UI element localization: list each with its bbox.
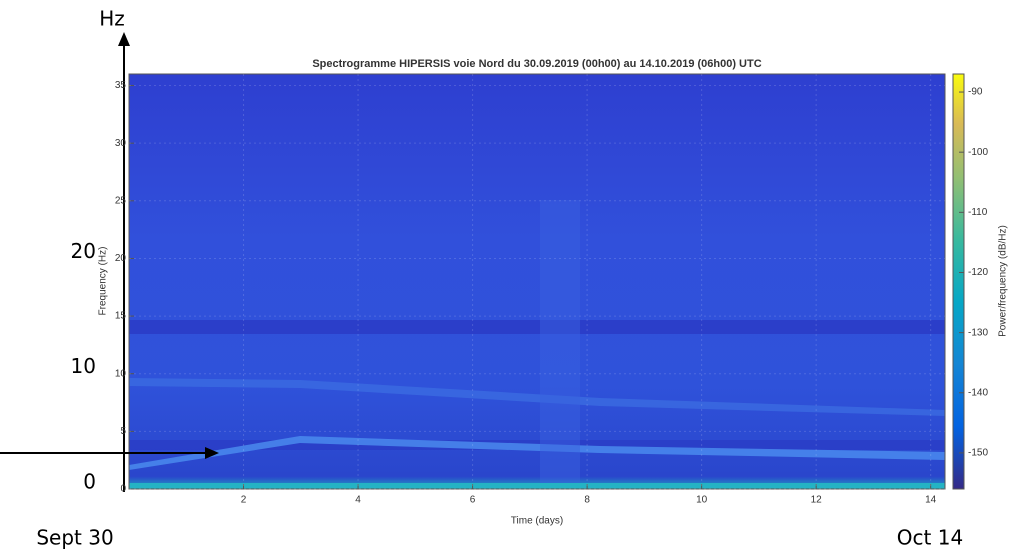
y-tick-label: 30: [115, 138, 127, 149]
colorbar-tick-label: -110: [968, 207, 988, 218]
chart-title: Spectrogramme HIPERSIS voie Nord du 30.0…: [312, 58, 761, 70]
y-tick-label: 20: [115, 253, 127, 264]
x-tick-label: 14: [925, 495, 937, 506]
spectrogram-background: [129, 74, 945, 489]
x-tick-label: 10: [696, 495, 708, 506]
colorbar-tick-label: -90: [968, 87, 983, 98]
colorbar-tick-label: -150: [968, 448, 988, 459]
colorbar-tick-label: -100: [968, 147, 988, 158]
arrow-head: [118, 32, 130, 46]
low-band: [129, 483, 945, 489]
light-band: [129, 436, 945, 470]
y-tick-label: 35: [115, 80, 127, 91]
colorbar-tick-label: -120: [968, 267, 988, 278]
x-tick-label: 4: [355, 495, 361, 506]
annotation-mark: 20: [71, 239, 96, 263]
light-band: [540, 200, 580, 489]
unit-label: Hz: [99, 7, 125, 31]
x-tick-label: 6: [470, 495, 476, 506]
start-label: Sept 30: [36, 526, 113, 550]
colorbar: [952, 73, 965, 490]
colorbar-tick-label: -130: [968, 327, 988, 338]
plot-frame: [128, 73, 946, 490]
colorbar-label: Power/frequency (dB/Hz): [998, 225, 1009, 337]
y-tick-label: 0: [120, 484, 126, 495]
y-tick-label: 10: [115, 368, 127, 379]
dark-band: [129, 320, 945, 334]
x-tick-label: 8: [584, 495, 590, 506]
y-tick-label: 25: [115, 195, 127, 206]
y-tick-label: 5: [120, 426, 126, 437]
colorbar-tick-label: -140: [968, 387, 988, 398]
x-axis-label: Time (days): [511, 516, 563, 527]
light-band: [129, 378, 945, 416]
y-axis-label: Frequency (Hz): [98, 247, 109, 316]
x-tick-label: 2: [241, 495, 247, 506]
annotation-mark: 10: [71, 354, 96, 378]
arrow-head: [205, 447, 219, 459]
x-tick-label: 12: [811, 495, 823, 506]
annotation-mark: 0: [83, 470, 96, 494]
y-tick-label: 15: [115, 311, 127, 322]
end-label: Oct 14: [897, 526, 963, 550]
spectrogram-image: [129, 74, 945, 489]
